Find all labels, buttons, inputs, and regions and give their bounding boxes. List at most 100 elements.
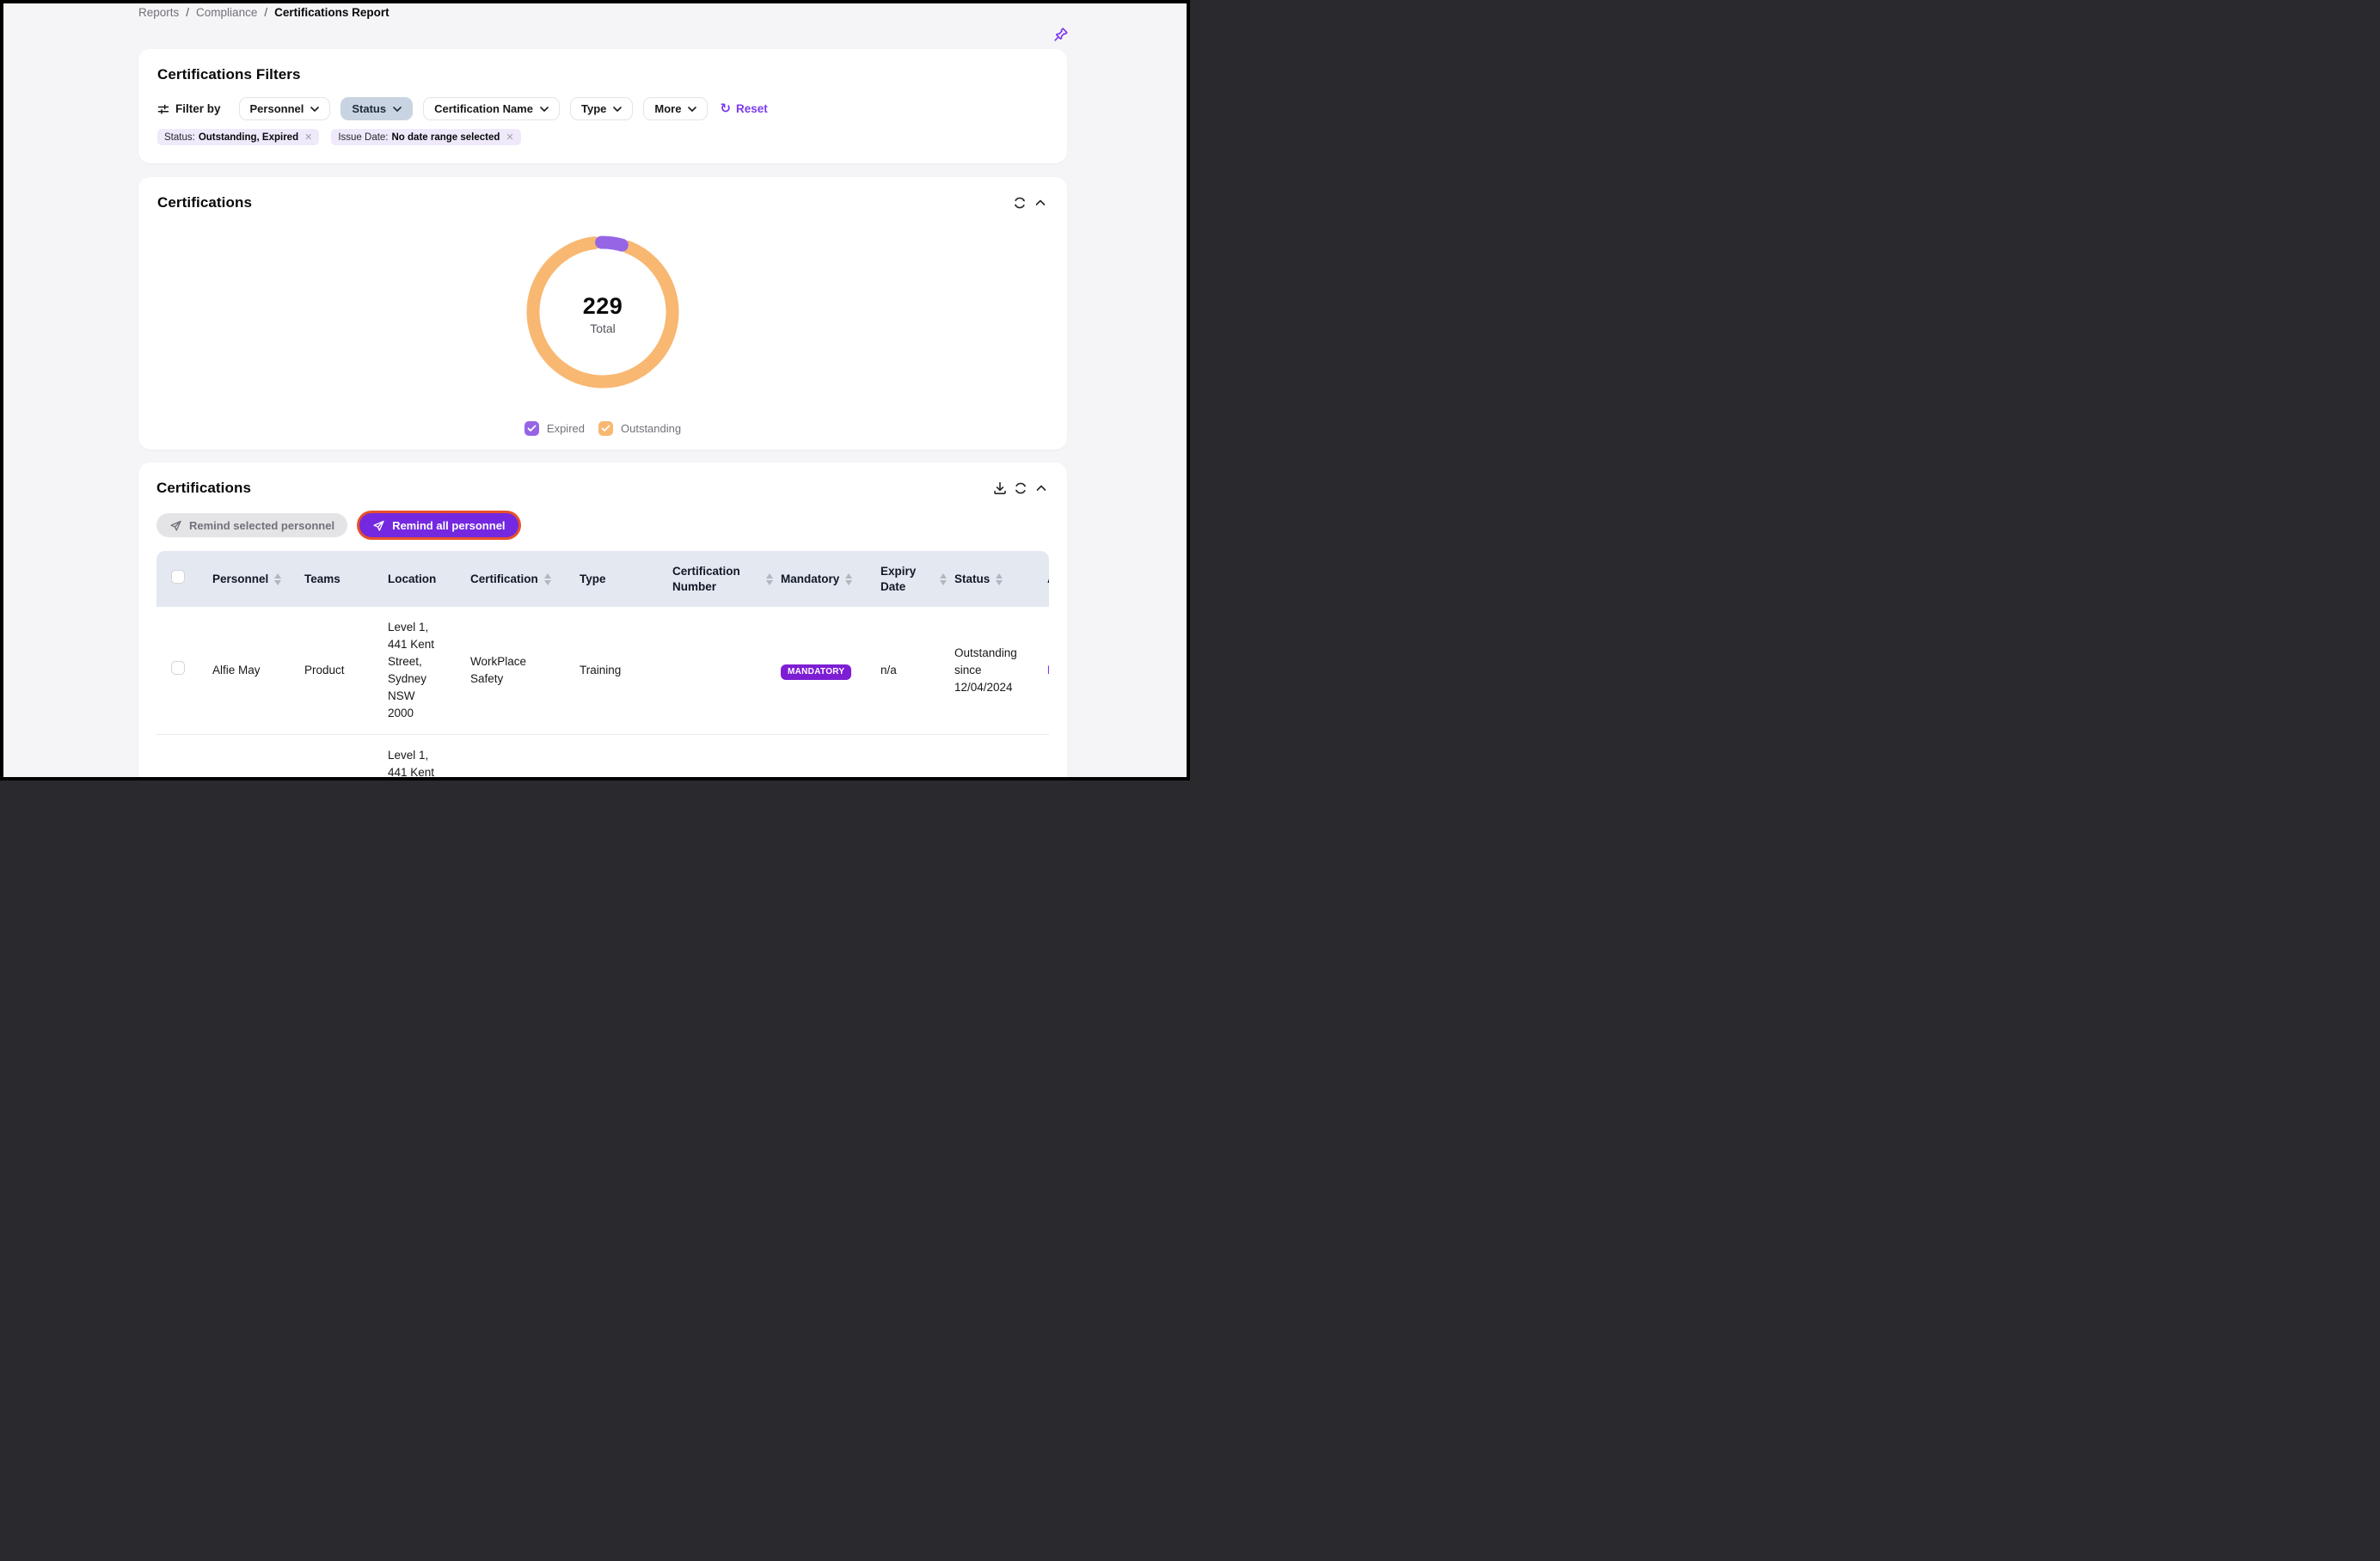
sort-icon[interactable] xyxy=(996,572,1003,585)
filter-dropdown-label: More xyxy=(654,102,682,115)
cell-teams: Product xyxy=(304,664,345,676)
filter-dropdown-type[interactable]: Type xyxy=(569,97,634,120)
filter-chip-issue-date: Issue Date: No date range selected ✕ xyxy=(331,129,521,145)
send-icon xyxy=(170,520,181,531)
column-header-certification[interactable]: Certification xyxy=(468,551,577,607)
chip-close-icon[interactable]: ✕ xyxy=(304,132,313,143)
row-checkbox[interactable] xyxy=(171,661,185,675)
column-header-status[interactable]: Status xyxy=(952,551,1045,607)
column-header-type: Type xyxy=(580,572,606,585)
remind-selected-personnel-button[interactable]: Remind selected personnel xyxy=(156,513,348,537)
breadcrumb-separator: / xyxy=(264,6,268,19)
filter-dropdown-label: Status xyxy=(352,102,387,115)
filter-dropdown-more[interactable]: More xyxy=(643,97,708,120)
cell-location: Level 1, 441 Kent Street, Sydney NSW 200… xyxy=(388,621,435,719)
donut-total-value: 229 xyxy=(582,293,623,319)
cell-mandatory: MANDATORY xyxy=(778,607,878,735)
table-card-title: Certifications xyxy=(156,480,252,496)
cell-certification-number xyxy=(670,607,778,735)
chevron-down-icon xyxy=(688,106,697,112)
app-frame: Reports / Compliance / Certifications Re… xyxy=(0,0,1190,780)
chip-value: No date range selected xyxy=(391,132,500,143)
filter-chip-status: Status: Outstanding, Expired ✕ xyxy=(157,129,320,145)
filter-dropdown-label: Type xyxy=(580,102,607,115)
donut-center: 229 Total xyxy=(517,226,689,402)
chip-value: Outstanding, Expired xyxy=(198,132,299,143)
legend-label: Expired xyxy=(546,422,585,435)
sort-icon[interactable] xyxy=(940,572,947,585)
button-label: Remind selected personnel xyxy=(189,518,335,532)
filter-by-label: Filter by xyxy=(157,102,221,115)
refresh-icon[interactable] xyxy=(1013,481,1028,496)
chevron-down-icon xyxy=(540,106,549,112)
remind-buttons-row: Remind selected personnel Remind all per… xyxy=(156,513,1049,537)
collapse-icon[interactable] xyxy=(1033,195,1048,211)
collapse-icon[interactable] xyxy=(1034,481,1049,496)
column-header-expiry-date[interactable]: Expiry Date xyxy=(878,551,952,607)
certifications-table-card: Certifications xyxy=(138,462,1067,779)
chip-close-icon[interactable]: ✕ xyxy=(506,132,514,143)
legend-item-expired[interactable]: Expired xyxy=(524,421,585,436)
sort-icon[interactable] xyxy=(845,572,853,585)
chart-card-title: Certifications xyxy=(157,194,253,211)
breadcrumb-separator: / xyxy=(186,6,190,19)
remind-all-personnel-button[interactable]: Remind all personnel xyxy=(359,513,518,537)
filter-dropdown-label: Certification Name xyxy=(434,102,533,115)
active-filter-chips: Status: Outstanding, Expired ✕ Issue Dat… xyxy=(157,129,1048,145)
filter-dropdown-personnel[interactable]: Personnel xyxy=(238,97,331,120)
legend-item-outstanding[interactable]: Outstanding xyxy=(598,421,681,436)
donut-total-label: Total xyxy=(590,321,616,335)
table-row: Level 1, 441 Kent Street, Sydney NSW 200… xyxy=(156,735,1049,779)
sort-icon[interactable] xyxy=(543,572,551,585)
certifications-table: Personnel Teams Location Certification xyxy=(156,551,1049,779)
cell-personnel: Alfie May xyxy=(212,664,261,676)
select-all-checkbox[interactable] xyxy=(171,570,185,584)
column-header-location: Location xyxy=(388,572,437,585)
table-header-row: Personnel Teams Location Certification xyxy=(156,551,1049,607)
sort-icon[interactable] xyxy=(274,572,282,585)
chip-label: Issue Date: xyxy=(338,132,389,143)
column-header-actions-clipped: A xyxy=(1045,551,1049,607)
breadcrumb-current-page: Certifications Report xyxy=(274,6,390,19)
chevron-down-icon xyxy=(393,106,402,112)
table-row: Alfie May Product Level 1, 441 Kent Stre… xyxy=(156,607,1049,735)
filter-dropdown-status[interactable]: Status xyxy=(340,97,414,120)
cell-certification: WorkPlace Safety xyxy=(470,655,527,685)
cell-location: Level 1, 441 Kent Street, Sydney NSW 200… xyxy=(388,749,435,779)
sliders-icon xyxy=(157,104,169,114)
column-header-certification-number[interactable]: Certification Number xyxy=(670,551,778,607)
legend-label: Outstanding xyxy=(620,422,682,435)
download-icon[interactable] xyxy=(992,481,1008,496)
mandatory-badge: MANDATORY xyxy=(781,664,852,680)
donut-segment-expired[interactable] xyxy=(595,236,629,252)
send-icon xyxy=(373,520,384,531)
checkbox-expired[interactable] xyxy=(524,421,539,436)
reset-icon: ↻ xyxy=(720,101,732,116)
certifications-chart-card: Certifications xyxy=(138,177,1067,450)
checkbox-outstanding[interactable] xyxy=(598,421,613,436)
pin-icon[interactable] xyxy=(1052,26,1070,43)
cell-type: Training xyxy=(580,664,622,676)
cell-status: Outstanding since 12/04/2024 xyxy=(954,646,1017,694)
refresh-icon[interactable] xyxy=(1012,195,1027,211)
column-header-mandatory[interactable]: Mandatory xyxy=(778,551,878,607)
breadcrumb-link-reports[interactable]: Reports xyxy=(138,6,180,19)
breadcrumb-link-compliance[interactable]: Compliance xyxy=(196,6,258,19)
cell-action-clipped[interactable]: R xyxy=(1045,607,1049,735)
reset-label: Reset xyxy=(736,102,768,115)
filter-dropdown-label: Personnel xyxy=(249,102,304,115)
column-header-personnel[interactable]: Personnel xyxy=(210,551,302,607)
chevron-down-icon xyxy=(613,106,623,112)
sort-icon[interactable] xyxy=(766,572,773,585)
donut-segment-outstanding[interactable] xyxy=(526,236,679,389)
filter-dropdown-certification-name[interactable]: Certification Name xyxy=(423,97,560,120)
filters-row: Filter by Personnel Status Certification… xyxy=(157,97,1048,120)
column-header-teams: Teams xyxy=(304,572,340,585)
breadcrumb: Reports / Compliance / Certifications Re… xyxy=(138,5,1067,21)
chip-label: Status: xyxy=(164,132,195,143)
button-label: Remind all personnel xyxy=(392,518,506,532)
chevron-down-icon xyxy=(310,106,320,112)
certifications-donut-chart: 229 Total xyxy=(517,226,689,402)
cell-expiry-date: n/a xyxy=(880,664,897,676)
reset-filters-button[interactable]: ↻ Reset xyxy=(720,101,768,116)
